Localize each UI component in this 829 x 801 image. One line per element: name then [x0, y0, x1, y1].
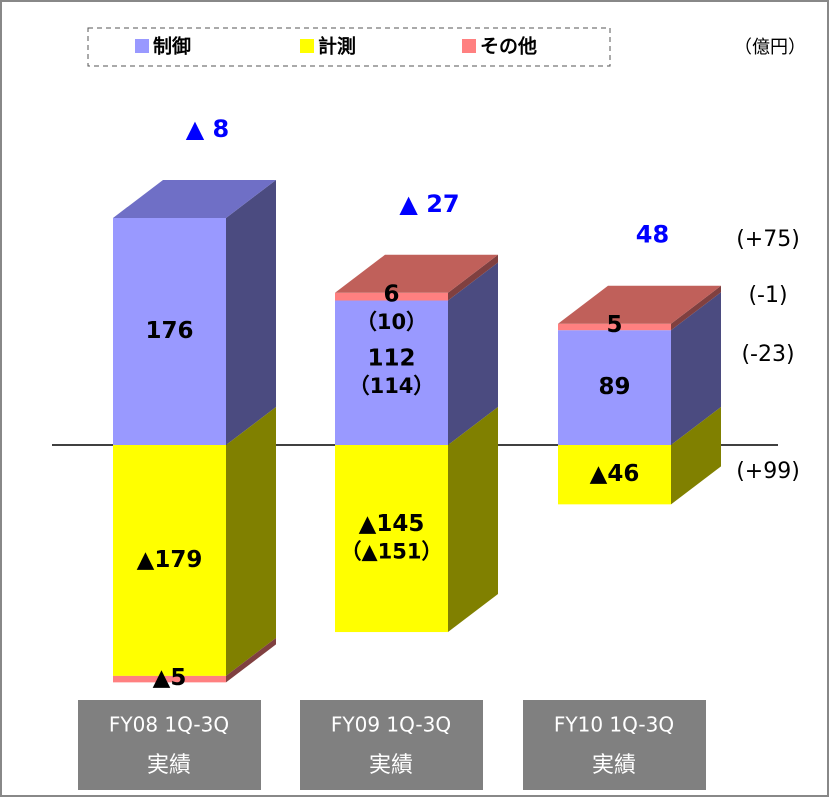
category-label: FY09 1Q-3Q: [331, 713, 451, 737]
value-label: ▲145: [359, 511, 425, 537]
bar-side: [448, 254, 498, 301]
bar-side: [226, 637, 276, 683]
change-label: (-1): [748, 283, 787, 308]
legend-label: 計測: [318, 35, 356, 58]
bar-front: [335, 300, 448, 445]
bar-front: [558, 330, 671, 445]
change-label: (+75): [736, 227, 800, 252]
value-label: 89: [598, 374, 630, 400]
category-box: [300, 700, 483, 790]
sub-label: （▲151）: [341, 540, 443, 564]
category-label: FY08 1Q-3Q: [109, 713, 229, 737]
total-label: ▲ 27: [399, 190, 459, 218]
bar-front: [335, 445, 448, 633]
bar-side: [671, 407, 721, 505]
bar-front: [113, 675, 226, 683]
value-label: ▲5: [153, 665, 187, 691]
legend-swatch: [135, 39, 149, 53]
legend-label: 制御: [153, 35, 191, 58]
bar-front: [558, 445, 671, 505]
legend-label: その他: [480, 35, 537, 58]
bar-side: [448, 262, 498, 445]
legend-swatch: [300, 39, 314, 53]
bar-front: [113, 217, 226, 445]
category-note: 実績: [147, 753, 191, 778]
category-note: 実績: [592, 753, 636, 778]
bar-side: [671, 292, 721, 445]
bar-top: [558, 285, 721, 324]
category-box: [78, 700, 261, 790]
bar-top: [113, 179, 276, 218]
legend-swatch: [462, 39, 476, 53]
value-label: ▲46: [590, 461, 640, 487]
bar-front: [335, 292, 448, 301]
bar-front: [558, 323, 671, 331]
bar-side: [226, 407, 276, 676]
bar-top: [335, 254, 498, 293]
sub-label: （10）: [356, 310, 427, 334]
unit-label: （億円）: [734, 37, 806, 58]
total-label: 48: [636, 221, 669, 249]
bar-side: [671, 285, 721, 331]
value-label: 112: [367, 345, 415, 371]
bar-side: [448, 407, 498, 633]
sub-label: （114）: [349, 374, 435, 398]
value-label: 176: [145, 318, 193, 344]
category-box: [523, 700, 706, 790]
value-label: 6: [383, 281, 399, 307]
bar-front: [113, 445, 226, 676]
value-label: ▲179: [137, 547, 203, 573]
legend-box: [87, 27, 611, 67]
category-label: FY10 1Q-3Q: [554, 713, 674, 737]
total-label: ▲ 8: [186, 115, 230, 143]
change-label: (-23): [741, 342, 794, 367]
change-label: (+99): [736, 459, 800, 484]
value-label: 5: [606, 312, 622, 338]
category-note: 実績: [369, 753, 413, 778]
bar-side: [226, 179, 276, 445]
